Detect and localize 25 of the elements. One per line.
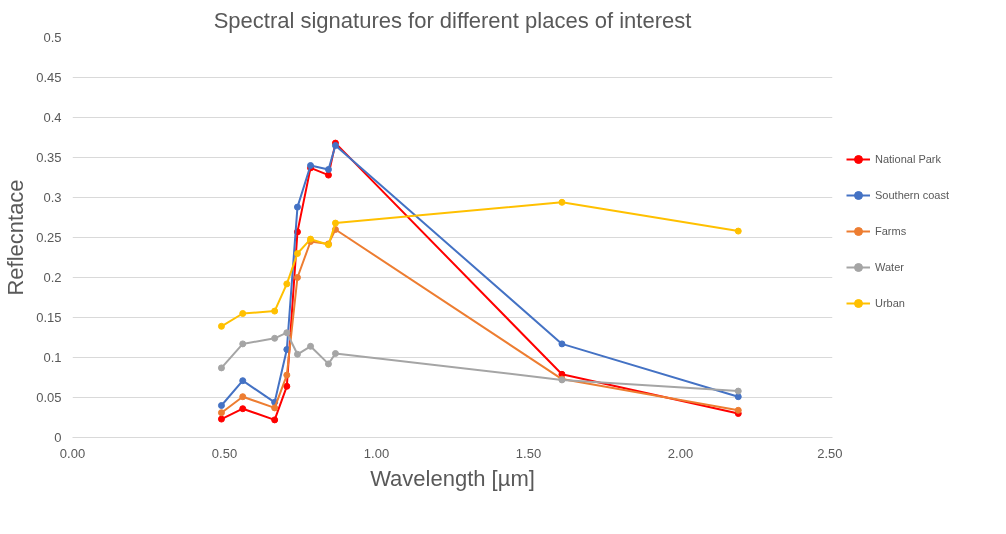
x-axis-title: Wavelength [µm]: [370, 465, 535, 491]
chart-title: Spectral signatures for different places of interest: [213, 7, 692, 33]
y-tick-label: 0.35: [36, 150, 62, 165]
y-tick-label: 0.2: [43, 270, 62, 285]
y-tick-label: 0.25: [36, 230, 62, 245]
legend-label: Water: [875, 260, 904, 273]
y-tick-label: 0: [54, 430, 62, 445]
y-axis-title: Reflecntace: [3, 179, 29, 296]
legend-label: Southern coast: [875, 188, 949, 201]
x-tick-label: 0.00: [59, 445, 86, 461]
y-tick-label: 0.4: [43, 110, 62, 125]
y-tick-label: 0.1: [43, 350, 62, 365]
legend-label: Urban: [875, 296, 905, 309]
y-tick-label: 0.5: [43, 30, 62, 45]
y-tick-label: 0.3: [43, 190, 62, 205]
x-tick-label: 2.00: [667, 445, 694, 461]
y-tick-label: 0.45: [36, 70, 62, 85]
x-tick-label: 1.00: [363, 445, 390, 461]
legend-label: National Park: [875, 152, 942, 165]
y-tick-label: 0.05: [36, 390, 62, 405]
x-tick-label: 1.50: [515, 445, 542, 461]
x-tick-label: 0.50: [211, 445, 238, 461]
legend-label: Farms: [875, 224, 907, 237]
x-tick-label: 2.50: [817, 445, 843, 461]
y-tick-label: 0.15: [36, 310, 62, 325]
